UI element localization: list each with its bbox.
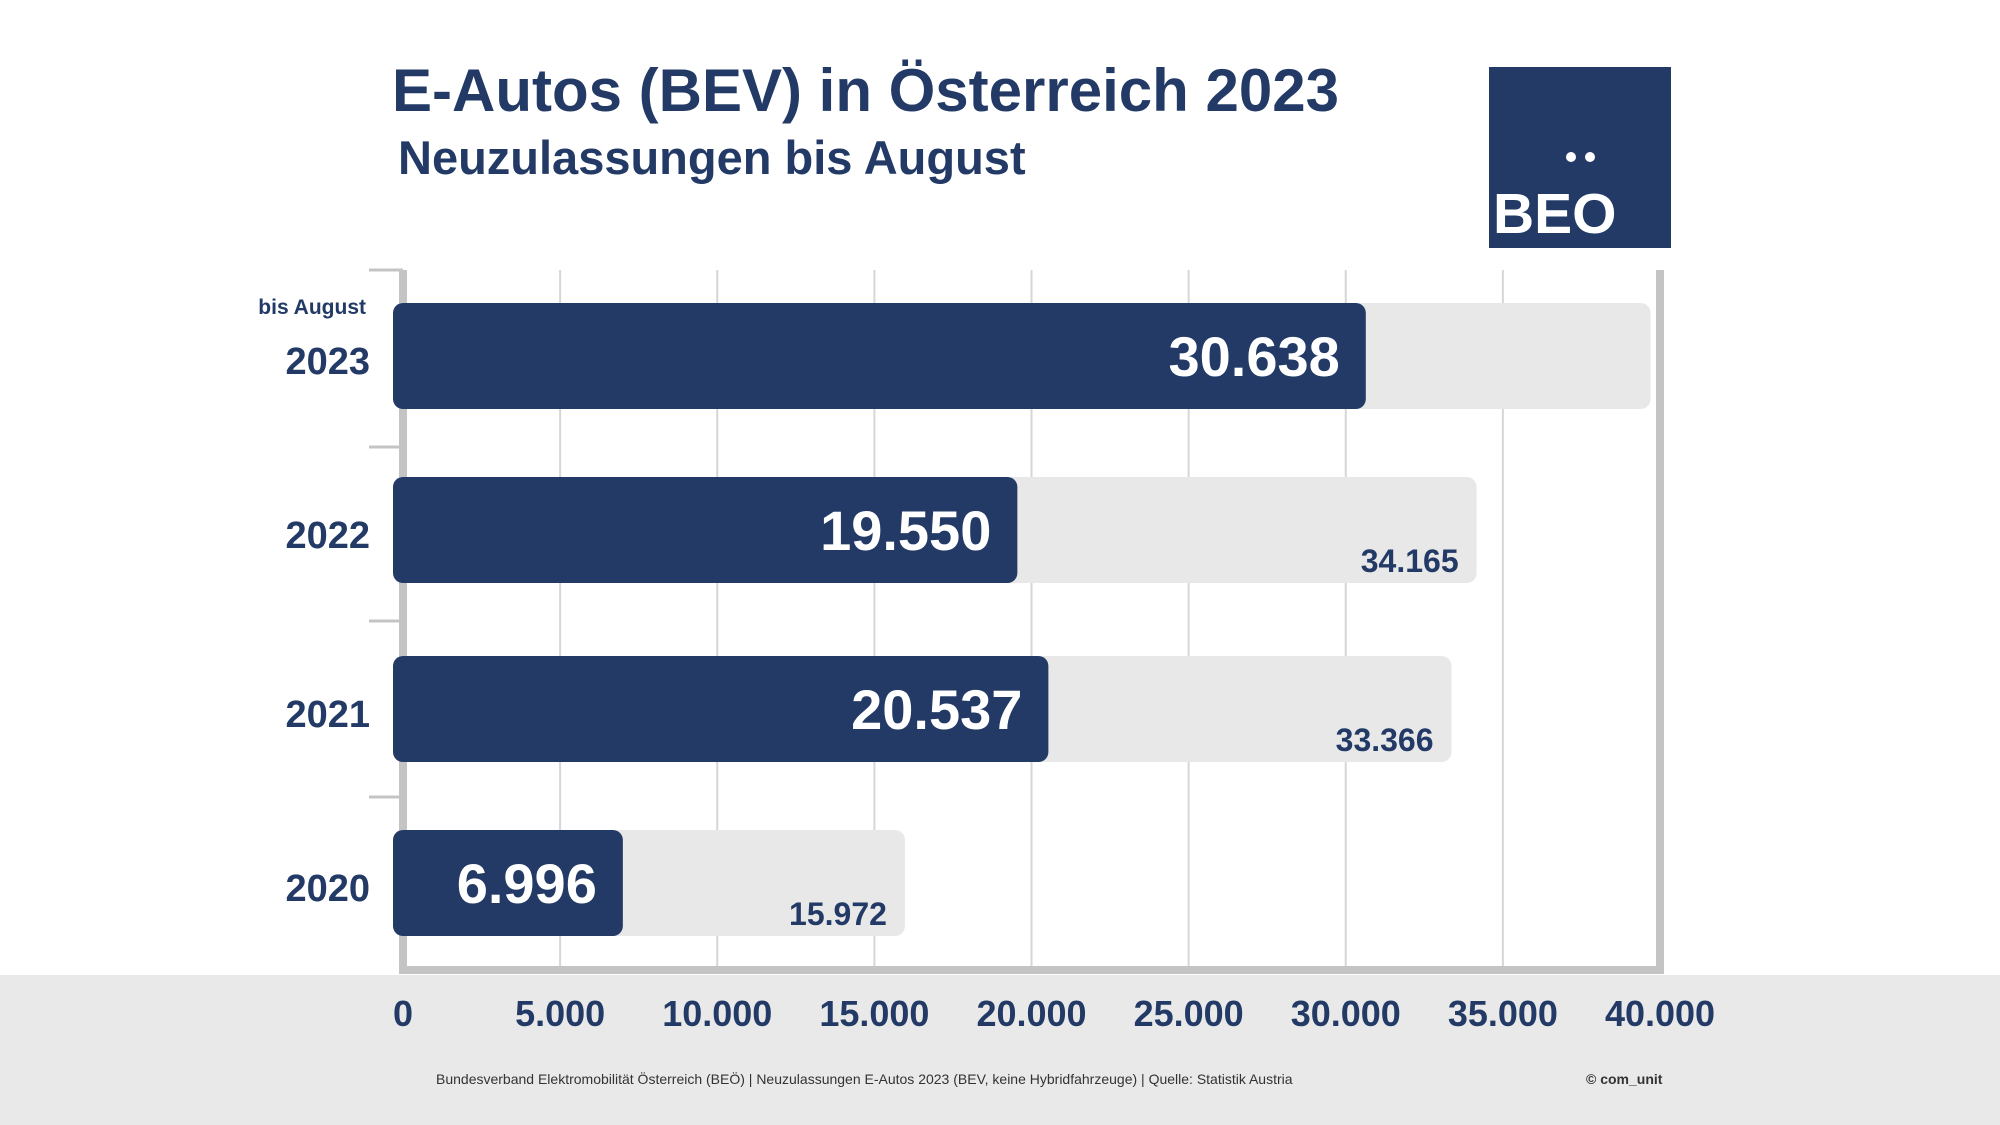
logo-text: BEO [1493, 182, 1617, 246]
bar-value-label-2021: 20.537 [851, 678, 1022, 741]
bar-total-label-2020: 15.972 [789, 896, 887, 932]
x-tick-label: 40.000 [1605, 993, 1715, 1034]
bar-value-label-2023: 30.638 [1169, 325, 1340, 388]
page-subtitle: Neuzulassungen bis August [398, 131, 1026, 184]
bar-total-label-2022: 34.165 [1361, 543, 1459, 579]
bar-value-2021 [393, 656, 1049, 762]
bar-value-label-2022: 19.550 [820, 499, 991, 562]
x-tick-label: 15.000 [819, 993, 929, 1034]
footer-band [0, 975, 2000, 1125]
x-tick-label: 0 [393, 993, 413, 1034]
bar-labels: 30.638 19.550 34.165 20.537 33.366 6.996 15.97… [457, 325, 1459, 932]
bars [393, 303, 1651, 936]
logo-dot-right [1585, 152, 1595, 162]
x-tick-labels: 0 5.000 10.000 15.000 20.000 25.000 30.000 35.0… [393, 993, 1715, 1034]
page-title: E-Autos (BEV) in Österreich 2023 [392, 57, 1339, 124]
category-label-2023: 2023 [285, 341, 370, 383]
copyright: © com_unit [1586, 1071, 1663, 1087]
x-tick-label: 10.000 [662, 993, 772, 1034]
category-note-2023: bis August [258, 296, 366, 319]
footer-note: Bundesverband Elektromobilität Österreic… [436, 1071, 1293, 1087]
x-tick-label: 5.000 [515, 993, 605, 1034]
bar-value-2023 [393, 303, 1366, 409]
category-label-2021: 2021 [285, 694, 370, 736]
bar-total-label-2021: 33.366 [1336, 722, 1434, 758]
category-label-2022: 2022 [285, 515, 370, 557]
x-tick-label: 35.000 [1448, 993, 1558, 1034]
x-tick-label: 30.000 [1291, 993, 1401, 1034]
category-labels: 2023 bis August 2022 2021 2020 [258, 296, 370, 910]
x-tick-label: 20.000 [976, 993, 1086, 1034]
bar-value-label-2020: 6.996 [457, 852, 597, 915]
bar-value-2020 [393, 830, 623, 936]
category-label-2020: 2020 [285, 868, 370, 910]
logo-dot-left [1566, 152, 1576, 162]
beo-logo [1489, 67, 1671, 248]
bar-value-2022 [393, 477, 1018, 583]
x-tick-label: 25.000 [1134, 993, 1244, 1034]
